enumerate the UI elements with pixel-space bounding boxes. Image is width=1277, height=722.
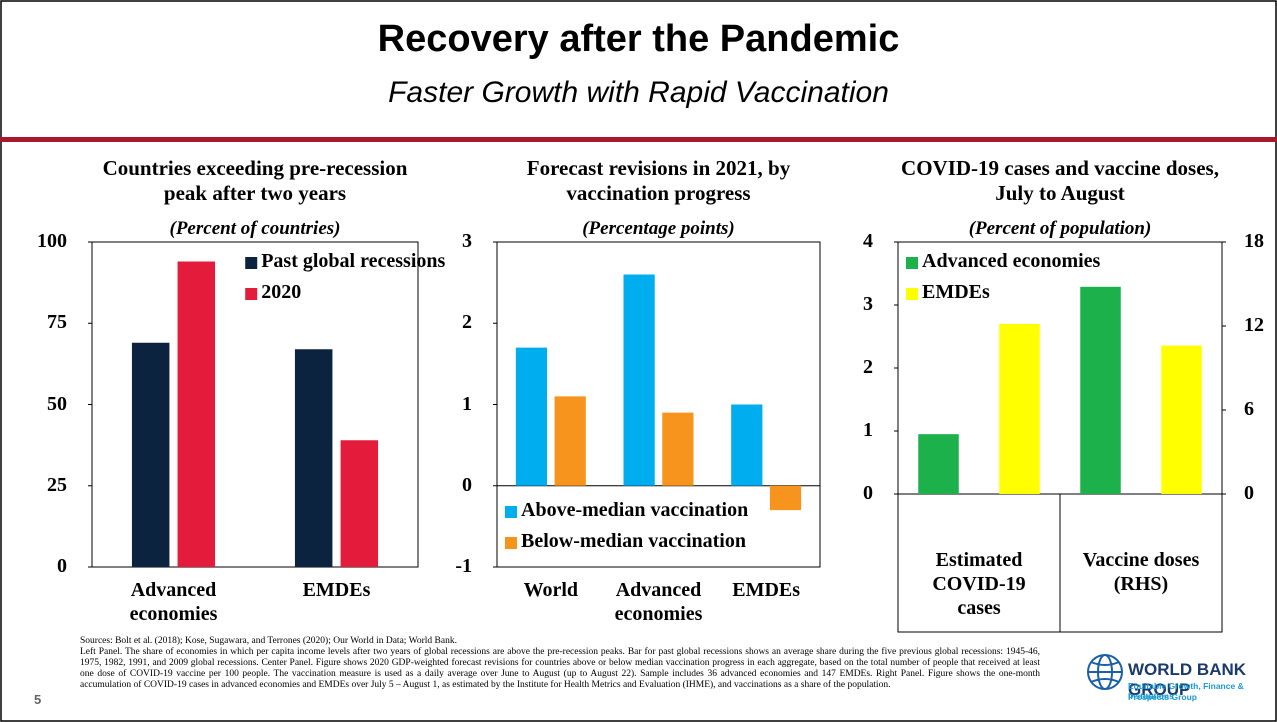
- x-tick-label: Estimated COVID-19 cases: [932, 549, 1026, 619]
- x-tick-label: Advanced economies: [614, 579, 703, 625]
- x-tick-label: Advanced economies: [129, 579, 218, 625]
- legend-swatch: [245, 257, 258, 269]
- bar: [554, 396, 586, 486]
- bar: [918, 434, 959, 494]
- header-rule: [0, 137, 1277, 142]
- y-tick-label: 0: [57, 555, 67, 577]
- slide-subtitle: Faster Growth with Rapid Vaccination: [388, 76, 889, 109]
- y2-tick-label: 18: [1244, 230, 1264, 252]
- legend-swatch: [906, 257, 918, 269]
- legend-label: Above-median vaccination: [521, 499, 749, 521]
- y-tick-label: 100: [37, 230, 67, 252]
- y-tick-label: 1: [863, 419, 873, 441]
- page-number: 5: [34, 692, 42, 707]
- y-tick-label: -1: [455, 555, 472, 577]
- bar: [731, 404, 763, 486]
- y2-tick-label: 0: [1244, 482, 1254, 504]
- legend-swatch: [505, 506, 517, 518]
- y-tick-label: 75: [47, 311, 67, 334]
- legend-swatch: [245, 288, 258, 300]
- logo-globe: [1087, 654, 1123, 690]
- bar: [999, 323, 1040, 494]
- plot-frame: [496, 241, 821, 568]
- bar: [177, 261, 216, 567]
- x-tick-label: EMDEs: [732, 579, 801, 601]
- chart-title: COVID-19 cases and vaccine doses, July t…: [901, 156, 1219, 205]
- bar: [515, 347, 548, 486]
- logo-line: Equitable Growth, Finance & Institutions: [1128, 681, 1244, 701]
- logo-name: WORLD BANK GROUP: [1128, 660, 1247, 699]
- legend-label: Past global recessions: [261, 250, 446, 272]
- legend-swatch: [906, 288, 918, 300]
- y-tick-label: 4: [863, 230, 873, 252]
- legend-label: 2020: [261, 281, 302, 303]
- y-tick-label: 3: [863, 293, 873, 315]
- bar: [131, 342, 170, 567]
- legend-swatch: [505, 537, 517, 549]
- chart-title: Forecast revisions in 2021, by vaccinati…: [526, 156, 791, 205]
- y-tick-label: 0: [863, 482, 873, 504]
- bar: [662, 412, 694, 486]
- chart-subtitle: (Percent of population): [968, 218, 1152, 239]
- chart-subtitle: (Percent of countries): [169, 218, 341, 239]
- x-tick-label: Vaccine doses (RHS): [1082, 549, 1200, 595]
- bar: [340, 440, 379, 567]
- x-tick-label: World: [523, 579, 579, 601]
- legend-label: Below-median vaccination: [521, 530, 746, 552]
- y-tick-label: 1: [462, 392, 472, 415]
- y-tick-label: 25: [47, 473, 67, 496]
- y-tick-label: 2: [462, 311, 472, 334]
- logo-line: Prospects Group: [1128, 692, 1197, 702]
- y-tick-label: 50: [47, 392, 67, 415]
- bar: [1161, 345, 1202, 494]
- chart-title: Countries exceeding pre-recession peak a…: [102, 156, 408, 205]
- chart-subtitle: (Percentage points): [582, 218, 735, 239]
- legend-label: Advanced economies: [922, 250, 1101, 272]
- x-tick-label: EMDEs: [302, 579, 371, 601]
- bar: [623, 274, 655, 486]
- y2-tick-label: 12: [1244, 314, 1264, 336]
- y2-tick-label: 6: [1244, 398, 1254, 420]
- y-tick-label: 2: [863, 356, 873, 378]
- legend-label: EMDEs: [922, 281, 990, 303]
- slide-title: Recovery after the Pandemic: [377, 18, 900, 60]
- plot-frame: [91, 241, 419, 568]
- sources: Sources: Bolt et al. (2018); Kose, Sugaw…: [80, 636, 457, 646]
- y-tick-label: 3: [462, 230, 472, 252]
- note: Left Panel. The share of economies in wh…: [80, 647, 1040, 690]
- y-tick-label: 0: [462, 473, 472, 496]
- bar: [1080, 286, 1121, 494]
- bar: [294, 349, 333, 567]
- bar: [769, 485, 802, 511]
